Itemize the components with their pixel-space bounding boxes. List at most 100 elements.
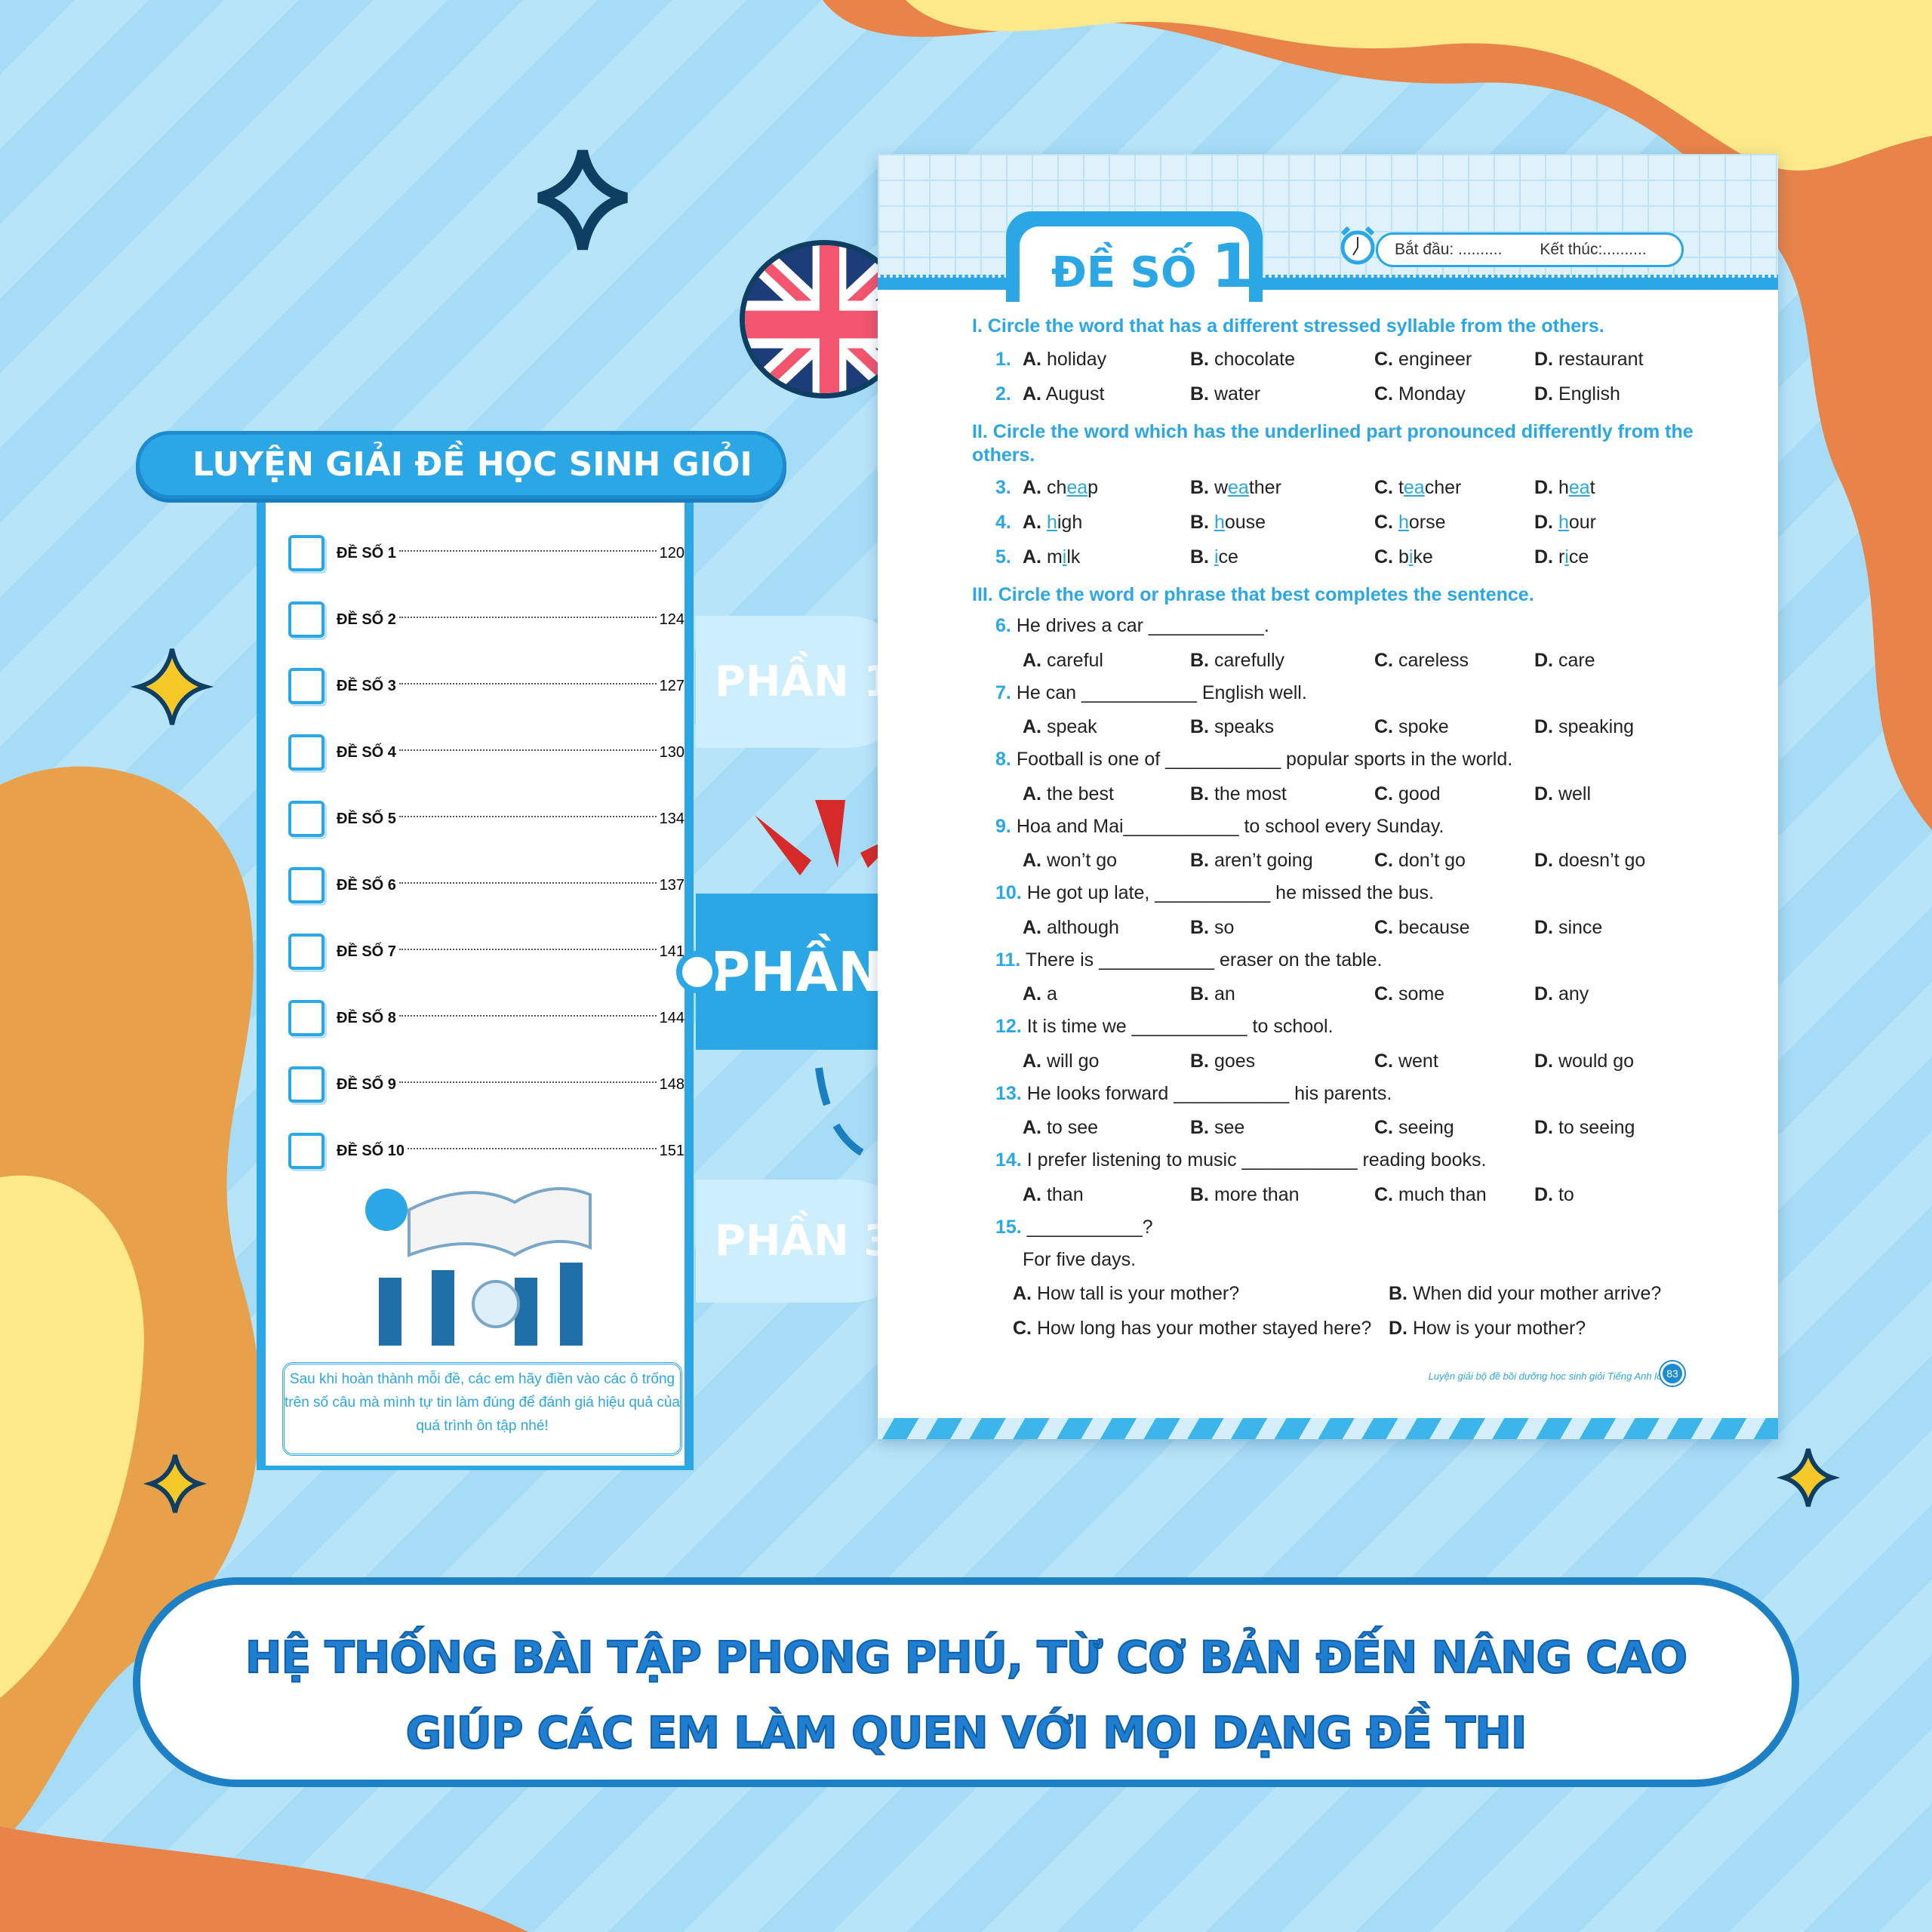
option-letter: A. [1023, 349, 1041, 370]
option-text: some [1398, 983, 1445, 1004]
option-letter: D. [1534, 850, 1553, 871]
toc-item-label: ĐỀ SỐ 4 [337, 743, 396, 761]
option-text: English [1558, 383, 1620, 405]
checkbox[interactable] [288, 734, 325, 771]
toc-item[interactable]: ĐỀ SỐ 4 130 [288, 734, 685, 771]
answer-option: D. to [1534, 1184, 1574, 1206]
answer-option: A. speak [1023, 716, 1097, 738]
toc-item-label: ĐỀ SỐ 3 [337, 677, 396, 694]
underlined-part: ea [1403, 477, 1425, 498]
option-text: b [1398, 546, 1409, 568]
option-text: an [1214, 983, 1235, 1004]
checkbox[interactable] [288, 1066, 325, 1103]
option-text: to see [1046, 1117, 1099, 1138]
answer-option: D. care [1534, 650, 1595, 672]
option-text: will go [1046, 1051, 1100, 1072]
answer-option: C. careless [1374, 650, 1469, 672]
answer-option: A. the best [1023, 783, 1114, 805]
answer-option: D. hour [1534, 512, 1596, 534]
question-stem: I prefer listening to music ___________ … [1026, 1149, 1487, 1171]
toc-item[interactable]: ĐỀ SỐ 9 148 [288, 1066, 685, 1103]
option-text: careful [1046, 650, 1103, 671]
answer-option: D. rice [1534, 546, 1589, 568]
question: 14. I prefer listening to music ________… [995, 1149, 1486, 1171]
answer-option: B. When did your mother arrive? [1389, 1283, 1661, 1305]
checkbox[interactable] [288, 535, 325, 571]
question-stem: He can ___________ English well. [1016, 682, 1307, 703]
option-text: seeing [1398, 1117, 1454, 1138]
question-number: 1. [995, 349, 1011, 370]
answer-option: C. went [1374, 1051, 1438, 1072]
table-of-contents: ĐỀ SỐ 1 120 ĐỀ SỐ 2 124 ĐỀ SỐ 3 127 ĐỀ SỐ 4 130… [257, 493, 694, 1470]
question-number: 15. [995, 1217, 1022, 1238]
toc-item[interactable]: ĐỀ SỐ 10 151 [288, 1132, 685, 1170]
page-number: 83 [1660, 1361, 1684, 1386]
question: 13. He looks forward ___________ his par… [995, 1083, 1392, 1105]
checkbox[interactable] [288, 1133, 325, 1169]
option-text: the best [1046, 783, 1114, 804]
option-letter: C. [1374, 1117, 1393, 1138]
question-number: 6. [995, 615, 1011, 636]
answer-option: B. ice [1190, 546, 1238, 568]
answer-option: A. How tall is your mother? [1013, 1283, 1239, 1305]
checkbox[interactable] [288, 601, 325, 638]
toc-item-page: 127 [659, 677, 685, 694]
option-letter: B. [1190, 349, 1209, 370]
option-text: more than [1214, 1184, 1300, 1205]
leader-dots [398, 949, 657, 950]
option-letter: D. [1389, 1318, 1407, 1339]
time-field[interactable]: Bắt đầu: .......... Kết thúc:.......... [1376, 232, 1684, 267]
question: 12. It is time we ___________ to school. [995, 1016, 1334, 1038]
leader-dots [398, 816, 657, 817]
answer-option: C. much than [1374, 1184, 1487, 1206]
part-3-tab[interactable]: PHẦN 3 [696, 1180, 912, 1303]
alarm-clock-icon [1340, 226, 1375, 265]
toc-item[interactable]: ĐỀ SỐ 8 144 [288, 999, 685, 1037]
option-text: lk [1066, 546, 1081, 568]
toc-item-page: 134 [659, 810, 685, 827]
banner-line-1: HỆ THỐNG BÀI TẬP PHONG PHÚ, TỪ CƠ BẢN ĐẾ… [245, 1631, 1688, 1684]
question-number: 1. [995, 349, 1011, 371]
option-letter: B. [1190, 512, 1209, 533]
question: 15. ___________? [995, 1217, 1153, 1238]
toc-item[interactable]: ĐỀ SỐ 7 141 [288, 933, 685, 971]
checkbox[interactable] [288, 934, 325, 970]
answer-option: A. although [1023, 917, 1119, 939]
toc-item[interactable]: ĐỀ SỐ 1 120 [288, 534, 685, 572]
part-1-tab[interactable]: PHẦN 1 [696, 616, 912, 748]
checkbox[interactable] [288, 867, 325, 903]
answer-option: A. high [1023, 512, 1082, 534]
answer-option: A. cheap [1023, 477, 1098, 499]
toc-item[interactable]: ĐỀ SỐ 5 134 [288, 800, 685, 838]
toc-item-page: 130 [659, 743, 685, 761]
answer-option: D. well [1534, 783, 1591, 805]
leader-dots [398, 1081, 657, 1083]
question-number: 2. [995, 383, 1011, 405]
answer-option: D. doesn’t go [1534, 850, 1645, 872]
checkbox[interactable] [288, 1000, 325, 1036]
answer-option: A. August [1023, 383, 1104, 405]
answer-option: C. horse [1374, 512, 1446, 534]
option-text: How tall is your mother? [1036, 1283, 1240, 1304]
toc-item-label: ĐỀ SỐ 9 [337, 1075, 396, 1093]
option-letter: D. [1534, 783, 1553, 804]
toc-item[interactable]: ĐỀ SỐ 3 127 [288, 667, 685, 705]
option-text: ouse [1224, 512, 1266, 533]
option-text: won’t go [1046, 850, 1118, 871]
option-letter: C. [1374, 917, 1393, 938]
option-letter: A. [1023, 1051, 1041, 1072]
option-letter: D. [1534, 546, 1553, 568]
toc-item[interactable]: ĐỀ SỐ 2 124 [288, 601, 685, 638]
toc-item[interactable]: ĐỀ SỐ 6 137 [288, 866, 685, 904]
checkbox[interactable] [288, 668, 325, 704]
option-letter: A. [1023, 716, 1041, 737]
option-text: see [1214, 1117, 1245, 1138]
option-text: How long has your mother stayed here? [1036, 1318, 1372, 1339]
answer-option: C. Monday [1374, 383, 1466, 405]
underlined-part: i [1214, 546, 1219, 568]
option-letter: B. [1190, 477, 1209, 498]
option-text: ther [1248, 477, 1281, 498]
leader-dots [398, 749, 657, 751]
underlined-part: ea [1228, 477, 1249, 498]
checkbox[interactable] [288, 801, 325, 837]
